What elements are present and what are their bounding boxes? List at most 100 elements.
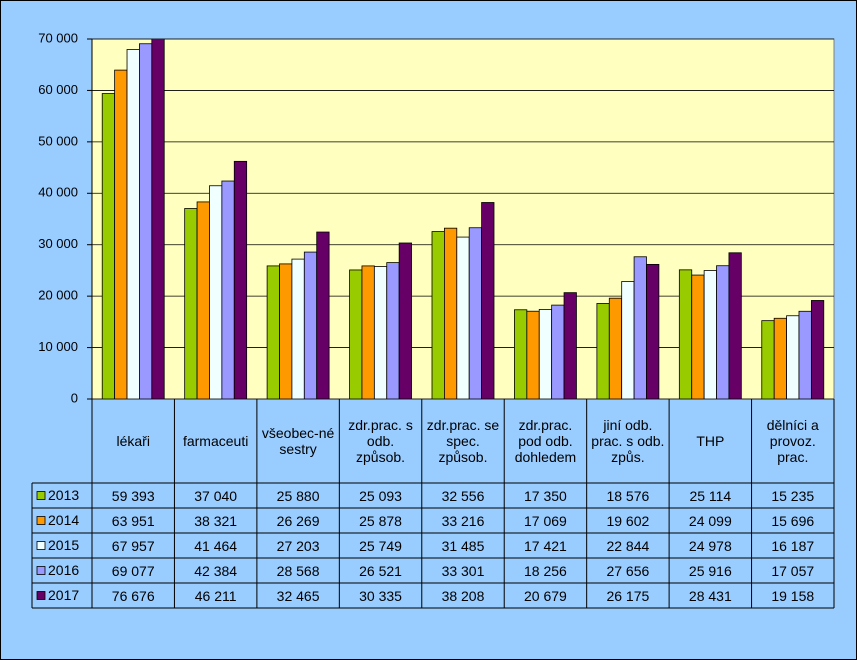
y-tick-label: 50 000 bbox=[38, 133, 78, 148]
bar bbox=[468, 227, 483, 399]
category-label: dělníci a provoz. prac. bbox=[766, 417, 819, 465]
category-label: zdr.prac. se spec. způsob. bbox=[426, 417, 500, 465]
legend-swatch bbox=[36, 491, 46, 500]
legend-swatch bbox=[36, 591, 46, 600]
bar bbox=[139, 43, 153, 399]
bar bbox=[349, 269, 363, 399]
bar bbox=[761, 320, 775, 399]
y-tick-label: 10 000 bbox=[38, 339, 78, 354]
y-tick-label: 20 000 bbox=[38, 288, 78, 303]
bar bbox=[786, 315, 800, 399]
bar bbox=[703, 270, 717, 399]
data-table-value: 25 880 bbox=[276, 487, 320, 504]
legend-label: 2015 bbox=[48, 537, 79, 553]
bar bbox=[481, 202, 495, 399]
bar bbox=[810, 300, 825, 399]
data-table-value: 25 114 bbox=[689, 487, 732, 504]
data-table-value: 18 576 bbox=[606, 487, 650, 504]
data-table-value: 22 844 bbox=[606, 537, 650, 554]
bar bbox=[551, 304, 565, 399]
data-table-value: 15 235 bbox=[771, 487, 815, 504]
legend-swatch bbox=[36, 541, 46, 550]
bar bbox=[101, 93, 116, 399]
bar bbox=[373, 266, 388, 399]
y-tick-label: 40 000 bbox=[38, 185, 78, 200]
bar bbox=[151, 39, 165, 399]
bar bbox=[456, 236, 470, 399]
bar bbox=[316, 231, 330, 399]
data-table-value: 76 676 bbox=[111, 587, 155, 604]
data-table-value: 42 384 bbox=[194, 562, 238, 579]
data-table-value: 17 421 bbox=[524, 537, 567, 554]
data-table-value: 28 431 bbox=[688, 587, 732, 604]
data-table-value: 41 464 bbox=[194, 537, 238, 554]
y-tick-label: 30 000 bbox=[38, 236, 78, 251]
bar bbox=[184, 208, 198, 399]
data-table-value: 26 269 bbox=[276, 512, 320, 529]
data-table-value: 69 077 bbox=[111, 562, 155, 579]
data-table-value: 63 951 bbox=[111, 512, 155, 529]
bar bbox=[233, 160, 248, 399]
data-table-value: 25 093 bbox=[359, 487, 402, 504]
bar bbox=[798, 310, 812, 399]
bar bbox=[398, 242, 412, 399]
data-table-value: 19 158 bbox=[771, 587, 815, 604]
bar bbox=[608, 297, 623, 399]
data-table-value: 32 465 bbox=[276, 587, 320, 604]
data-table-value: 27 203 bbox=[276, 537, 320, 554]
category-label: zdr.prac. s odb. způsob. bbox=[348, 417, 413, 465]
bar bbox=[221, 180, 235, 399]
bar bbox=[678, 269, 693, 399]
bar bbox=[196, 201, 210, 399]
category-label: jiní odb. prac. s odb. způs. bbox=[591, 417, 665, 465]
data-table-value: 17 069 bbox=[524, 512, 567, 529]
bar bbox=[114, 69, 128, 399]
data-table-value: 30 335 bbox=[359, 587, 402, 604]
data-table-value: 59 393 bbox=[111, 487, 155, 504]
category-label: všeobec-né sestry bbox=[261, 425, 335, 457]
data-table-value: 15 696 bbox=[771, 512, 815, 529]
bar bbox=[209, 185, 223, 399]
bar bbox=[538, 309, 553, 399]
data-table-value: 24 978 bbox=[688, 537, 732, 554]
bar bbox=[716, 265, 730, 399]
category-label: zdr.prac. pod odb. dohledem bbox=[514, 417, 577, 465]
category-label: lékaři bbox=[116, 433, 150, 449]
data-table-value: 18 256 bbox=[524, 562, 567, 579]
legend-swatch bbox=[36, 566, 46, 575]
data-table-value: 17 057 bbox=[771, 562, 815, 579]
data-table-value: 33 301 bbox=[441, 562, 485, 579]
bar bbox=[728, 252, 742, 399]
bar bbox=[291, 258, 305, 399]
data-table-value: 19 602 bbox=[606, 512, 650, 529]
bar bbox=[691, 274, 705, 399]
data-table-value: 37 040 bbox=[194, 487, 238, 504]
bar bbox=[646, 263, 660, 399]
bar bbox=[596, 303, 610, 399]
bar bbox=[431, 231, 445, 399]
bar bbox=[266, 265, 280, 399]
data-table-value: 25 878 bbox=[359, 512, 402, 529]
legend-label: 2014 bbox=[48, 512, 79, 528]
legend-label: 2013 bbox=[48, 487, 79, 503]
data-table-value: 38 321 bbox=[194, 512, 238, 529]
bar bbox=[526, 310, 540, 399]
bar bbox=[126, 49, 140, 399]
data-table-value: 32 556 bbox=[441, 487, 485, 504]
bar bbox=[773, 317, 787, 399]
category-label: farmaceuti bbox=[182, 433, 249, 449]
data-table-value: 20 679 bbox=[524, 587, 567, 604]
bar bbox=[386, 262, 400, 399]
data-table-value: 25 916 bbox=[688, 562, 732, 579]
data-table-value: 31 485 bbox=[441, 537, 485, 554]
y-tick-label: 0 bbox=[71, 390, 78, 405]
y-tick-label: 70 000 bbox=[38, 30, 78, 45]
legend-label: 2016 bbox=[48, 562, 79, 578]
data-table-value: 26 521 bbox=[359, 562, 402, 579]
data-table-value: 27 656 bbox=[606, 562, 650, 579]
bar bbox=[514, 309, 528, 399]
data-table-value: 26 175 bbox=[606, 587, 650, 604]
bar bbox=[563, 292, 577, 399]
